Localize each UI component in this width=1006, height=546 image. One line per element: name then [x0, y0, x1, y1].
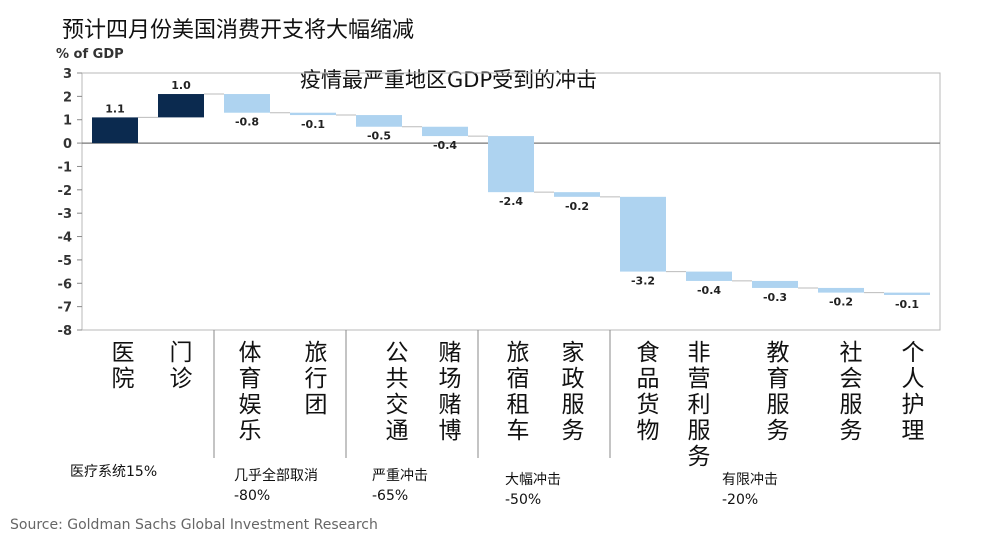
category-label: 体育娱乐 [238, 340, 262, 444]
waterfall-bar [554, 192, 600, 197]
page-title: 预计四月份美国消费开支将大幅缩减 [62, 18, 415, 43]
category-label: 个人护理 [901, 340, 925, 444]
y-axis-unit-label: % of GDP [56, 47, 124, 62]
group-note-value: -80% [234, 488, 271, 504]
bar-value-label: 1.1 [105, 102, 125, 115]
y-tick-label: -3 [58, 207, 72, 222]
bar-value-label: -3.2 [631, 275, 655, 288]
waterfall-bar [884, 292, 930, 295]
waterfall-bar [290, 112, 336, 116]
bar-value-label: -0.4 [697, 284, 721, 297]
y-tick-label: -6 [58, 277, 72, 292]
waterfall-bar [356, 115, 402, 127]
waterfall-bar [620, 196, 666, 272]
group-note-severe: 严重冲击 -65% [372, 466, 428, 506]
y-tick-label: -7 [58, 301, 72, 316]
group-note-title: 几乎全部取消 [234, 468, 318, 484]
bar-value-label: -0.2 [565, 200, 589, 213]
bar-value-label: -0.5 [367, 130, 391, 143]
bar-value-label: 1.0 [171, 79, 191, 92]
group-note-healthcare: 医疗系统15% [70, 462, 157, 482]
waterfall-bar [224, 94, 270, 113]
bar-value-label: -0.1 [895, 298, 919, 311]
bar-value-label: -2.4 [499, 195, 523, 208]
group-note-value: -20% [722, 492, 759, 508]
bar-value-label: -0.4 [433, 139, 457, 152]
waterfall-bar [92, 117, 138, 144]
group-note-major: 大幅冲击 -50% [505, 470, 561, 510]
waterfall-bar [158, 94, 204, 118]
waterfall-bar [422, 126, 468, 137]
y-tick-label: -1 [58, 160, 72, 175]
waterfall-bar [488, 136, 534, 193]
waterfall-bar [686, 271, 732, 281]
group-note-title: 有限冲击 [722, 472, 778, 488]
y-tick-label: 0 [63, 137, 72, 152]
plot-frame [81, 72, 941, 331]
group-note-value: -50% [505, 492, 542, 508]
y-tick-label: 2 [63, 90, 72, 105]
waterfall-bar [818, 287, 864, 293]
chart-subtitle: 疫情最严重地区GDP受到的冲击 [300, 68, 598, 92]
bar-value-label: -0.1 [301, 118, 325, 131]
category-label: 非营利服务 [687, 340, 711, 470]
y-tick-label: -5 [58, 254, 72, 269]
y-tick-label: -8 [58, 324, 72, 339]
bar-value-label: -0.8 [235, 116, 259, 129]
group-note-limited: 有限冲击 -20% [722, 470, 778, 510]
category-label: 赌场赌博 [438, 340, 462, 444]
y-tick-label: -4 [58, 231, 72, 246]
category-label: 公共交通 [385, 340, 409, 444]
group-note-title: 严重冲击 [372, 468, 428, 484]
bar-value-label: -0.2 [829, 296, 853, 309]
category-label: 家政服务 [561, 340, 585, 444]
category-label: 旅宿租车 [506, 340, 530, 444]
bar-value-label: -0.3 [763, 291, 787, 304]
group-note-cancelled: 几乎全部取消 -80% [234, 466, 318, 506]
category-label: 教育服务 [766, 340, 790, 444]
group-note-title: 大幅冲击 [505, 472, 561, 488]
group-note-value: -65% [372, 488, 409, 504]
source-note: Source: Goldman Sachs Global Investment … [10, 517, 378, 533]
y-tick-label: 1 [63, 114, 72, 129]
group-note-title: 医疗系统15% [70, 464, 158, 480]
category-label: 门诊 [169, 340, 193, 392]
category-label: 食品货物 [636, 340, 660, 444]
category-label: 旅行团 [304, 340, 328, 418]
y-tick-label: -2 [58, 184, 72, 199]
category-label: 社会服务 [839, 340, 863, 444]
waterfall-bar [752, 280, 798, 288]
y-tick-label: 3 [63, 67, 72, 82]
category-label: 医院 [111, 340, 135, 392]
